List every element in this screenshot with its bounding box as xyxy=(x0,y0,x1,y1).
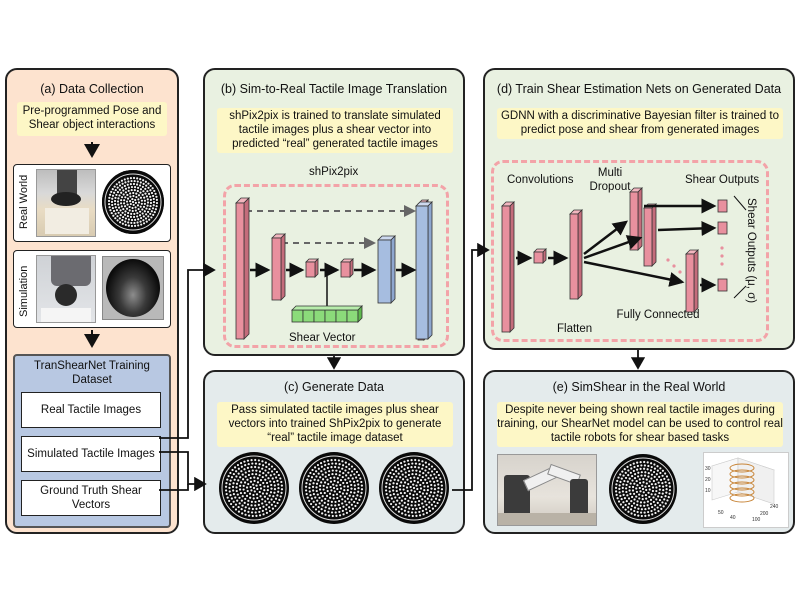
svg-text:40: 40 xyxy=(730,515,736,521)
multi-dropout-label: Multi Dropout xyxy=(589,167,631,193)
unet-skip-connections xyxy=(246,205,416,249)
svg-text:50: 50 xyxy=(718,510,724,516)
dataset-item-simulated-tactile: Simulated Tactile Images xyxy=(21,436,161,472)
svg-text:240: 240 xyxy=(770,504,779,510)
generated-tactile-image-3 xyxy=(379,452,449,524)
panel-simshear-real-world: (e) SimShear in the Real World Despite n… xyxy=(483,370,795,534)
svg-text:30: 30 xyxy=(705,466,711,472)
shearnet-layers xyxy=(501,187,728,333)
svg-text:10: 10 xyxy=(705,488,711,494)
simulation-box: Simulation xyxy=(13,250,171,328)
shear-outputs-label: Shear Outputs xyxy=(685,174,760,186)
panel-b-note: shPix2pix is trained to translate simula… xyxy=(217,108,453,153)
panel-e-note: Despite never being shown real tactile i… xyxy=(497,402,783,447)
panel-a-title: (a) Data Collection xyxy=(40,82,144,96)
real-world-photo xyxy=(36,169,96,237)
panel-train-shear-nets: (d) Train Shear Estimation Nets on Gener… xyxy=(483,68,795,350)
generated-tactile-image-1 xyxy=(219,452,289,524)
panel-connectors xyxy=(159,242,646,492)
svg-text:100: 100 xyxy=(752,517,761,523)
simulated-tactile-image xyxy=(102,256,164,320)
panel-c-title: (c) Generate Data xyxy=(283,380,385,394)
svg-text:200: 200 xyxy=(760,511,769,517)
trajectory-plot-ticks: 30 20 10 50 40 200 240 100 xyxy=(705,466,779,523)
panel-b-title: (b) Sim-to-Real Tactile Image Translatio… xyxy=(220,82,448,96)
shpix2pix-label: shPix2pix xyxy=(309,166,359,178)
panel-generate-data: (c) Generate Data Pass simulated tactile… xyxy=(203,370,465,534)
svg-text:20: 20 xyxy=(705,477,711,483)
shearnet-dashed-box xyxy=(491,160,769,342)
real-world-box: Real World xyxy=(13,164,171,242)
flatten-label: Flatten xyxy=(557,323,593,335)
shearnet-arrows xyxy=(516,198,717,293)
simulation-render xyxy=(36,255,96,323)
panel-a-note: Pre-programmed Pose and Shear object int… xyxy=(17,102,167,136)
robot-photo xyxy=(497,454,597,526)
dataset-item-shear-vectors: Ground Truth Shear Vectors xyxy=(21,480,161,516)
dataset-title: TranShearNet Training Dataset xyxy=(34,360,150,386)
convolutions-label: Convolutions xyxy=(507,174,574,186)
shear-vector-blocks xyxy=(291,276,363,323)
panel-data-collection: (a) Data Collection Pre-programmed Pose … xyxy=(5,68,179,534)
real-robot-tactile-image xyxy=(609,454,677,524)
panel-e-title: (e) SimShear in the Real World xyxy=(552,380,726,394)
generated-tactile-image-2 xyxy=(299,452,369,524)
trajectory-plot-graphics xyxy=(711,457,775,505)
panel-d-note: GDNN with a discriminative Bayesian filt… xyxy=(497,108,783,139)
panel-c-note: Pass simulated tactile images plus shear… xyxy=(217,402,453,447)
shearnet-ellipsis-dots xyxy=(666,246,724,274)
shear-vector-label: Shear Vector xyxy=(289,332,356,344)
fully-connected-label: Fully Connected xyxy=(616,309,700,321)
dataset-item-real-tactile: Real Tactile Images xyxy=(21,392,161,428)
shpix2pix-dashed-box xyxy=(223,184,449,348)
real-tactile-image xyxy=(102,170,164,234)
panel-d-title: (d) Train Shear Estimation Nets on Gener… xyxy=(496,82,782,96)
shear-output-brackets xyxy=(733,195,747,299)
unet-layers xyxy=(235,197,433,341)
